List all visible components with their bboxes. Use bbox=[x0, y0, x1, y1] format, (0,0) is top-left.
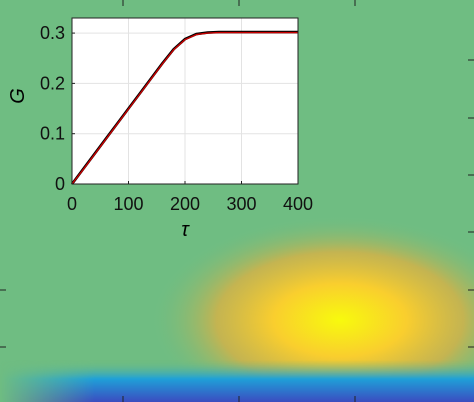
x-tick-label: 200 bbox=[170, 194, 200, 214]
y-tick-labels: 0 0.1 0.2 0.3 bbox=[40, 23, 65, 194]
y-tick-label: 0.3 bbox=[40, 23, 65, 43]
series-lines bbox=[70, 30, 298, 185]
x-tick-labels: 0 100 200 300 400 bbox=[67, 194, 313, 214]
x-axis-label: τ bbox=[181, 219, 190, 241]
heatmap-bottom-band bbox=[0, 360, 474, 402]
x-tick-label: 100 bbox=[113, 194, 143, 214]
y-tick-label: 0.1 bbox=[40, 124, 65, 144]
y-tick-label: 0 bbox=[55, 174, 65, 194]
x-tick-label: 0 bbox=[67, 194, 77, 214]
series-line-2 bbox=[71, 31, 298, 185]
y-tick-label: 0.2 bbox=[40, 73, 65, 93]
x-tick-label: 300 bbox=[226, 194, 256, 214]
tick-marks bbox=[71, 32, 299, 185]
y-axis-label: G bbox=[7, 88, 29, 104]
x-tick-label: 400 bbox=[283, 194, 313, 214]
inset-chart: 0 100 200 300 400 0 0.1 0.2 0.3 τ G bbox=[7, 17, 313, 241]
